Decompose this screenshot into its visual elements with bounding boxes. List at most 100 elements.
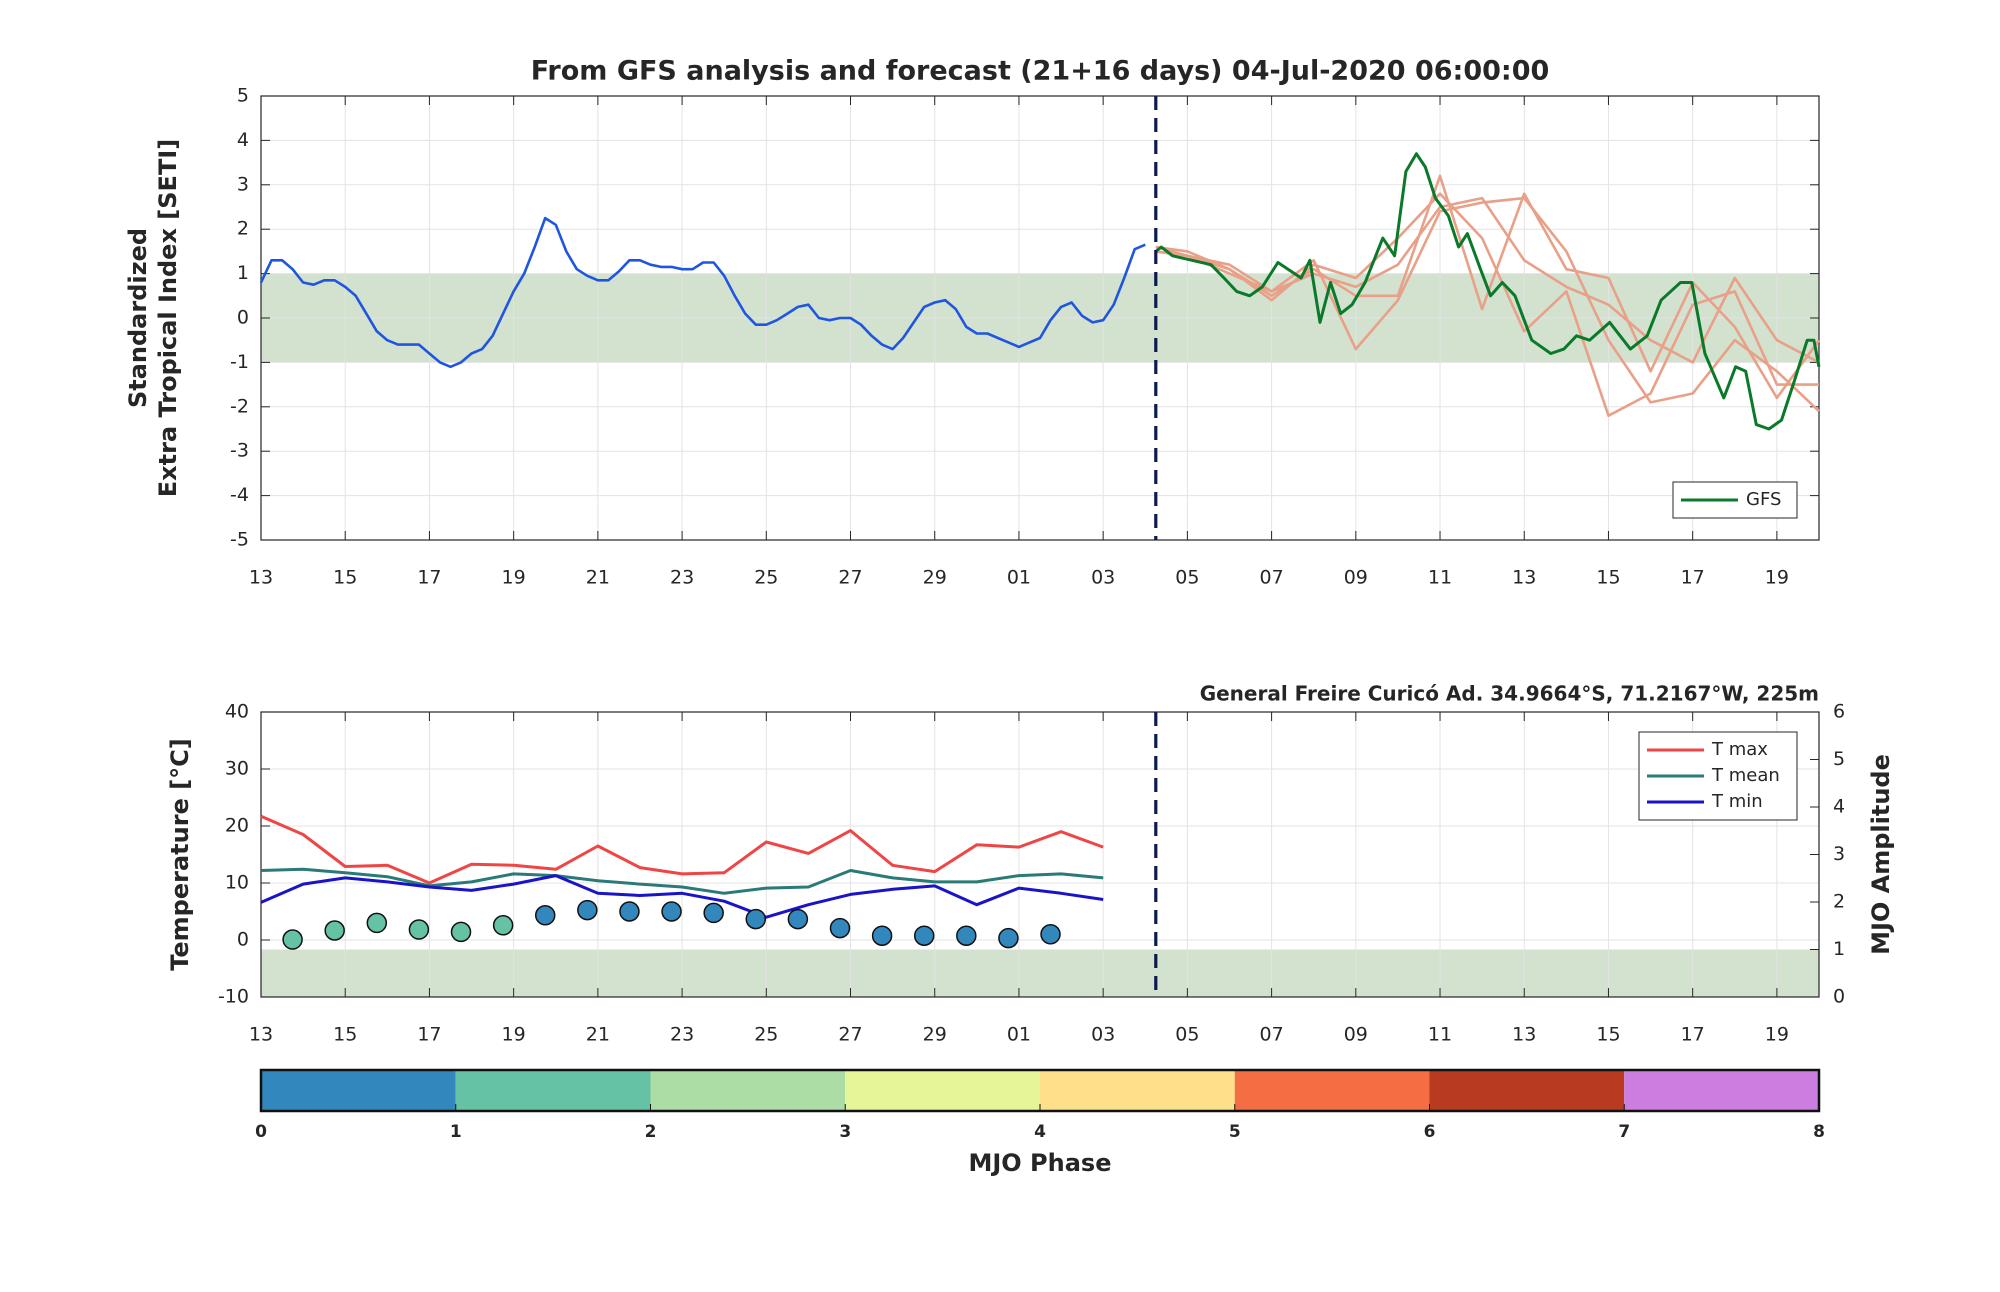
- x-tick-label: 11: [1428, 567, 1452, 589]
- colorbar-tick-label: 5: [1229, 1122, 1241, 1142]
- mjo-dot: [703, 902, 724, 924]
- x-tick-label: 09: [1344, 567, 1368, 589]
- mjo-dot: [366, 912, 388, 934]
- x-tick-label: 15: [333, 1024, 357, 1046]
- x-tick-label: 23: [670, 1024, 694, 1046]
- y-tick-label: -4: [230, 484, 249, 506]
- mjo-dot: [871, 925, 893, 946]
- y-tick-label: 0: [237, 929, 249, 951]
- series-line: [260, 874, 1104, 919]
- mjo-dot: [787, 908, 809, 930]
- y2-axis-label: MJO Amplitude: [1867, 754, 1895, 955]
- y-tick-label: 10: [225, 872, 249, 894]
- colorbar-segment: [1040, 1070, 1235, 1111]
- x-tick-label: 15: [333, 567, 357, 589]
- colorbar-segment: [1234, 1070, 1430, 1111]
- series-line: [1155, 196, 1820, 364]
- y-tick-label: -3: [230, 440, 249, 462]
- x-tick-label: 23: [670, 567, 694, 589]
- y-axis-label: Extra Tropical Index [SETI]: [154, 139, 182, 497]
- mjo-dot: [282, 929, 303, 950]
- x-tick-label: 05: [1175, 567, 1199, 589]
- mjo-dot: [998, 927, 1019, 949]
- y-tick-label: 20: [225, 815, 249, 837]
- mjo-dot: [829, 917, 851, 939]
- plot-frame: [260, 95, 1820, 541]
- mjo-dot: [534, 905, 556, 926]
- mjo-dot: [913, 925, 935, 946]
- legend-label: GFS: [1746, 489, 1781, 510]
- y2-tick-label: 4: [1833, 796, 1845, 818]
- x-tick-label: 01: [1007, 567, 1031, 589]
- x-tick-label: 21: [586, 1024, 610, 1046]
- colorbar-tick-label: 4: [1034, 1122, 1046, 1142]
- y-tick-label: 30: [225, 758, 249, 780]
- y-tick-label: 5: [237, 85, 249, 107]
- mjo-dot: [661, 901, 682, 922]
- band: [261, 949, 1819, 997]
- x-tick-label: 19: [1765, 1024, 1789, 1046]
- x-tick-label: 25: [754, 567, 778, 589]
- x-tick-label: 19: [1765, 567, 1789, 589]
- x-tick-label: 29: [923, 567, 947, 589]
- chart-title: From GFS analysis and forecast (21+16 da…: [531, 56, 1550, 87]
- x-tick-label: 21: [586, 567, 610, 589]
- colorbar-tick-label: 0: [255, 1122, 267, 1142]
- colorbar-segment: [455, 1070, 651, 1111]
- legend-label: T min: [1711, 791, 1763, 812]
- mjo-dot: [408, 919, 430, 940]
- colorbar-segment: [1429, 1070, 1625, 1111]
- y-tick-label: 1: [237, 262, 249, 284]
- x-tick-label: 17: [1681, 567, 1705, 589]
- y-tick-label: -2: [230, 395, 249, 417]
- y-axis-label: Standardized: [124, 228, 152, 408]
- y-tick-label: 4: [237, 129, 249, 151]
- x-tick-label: 19: [502, 1024, 526, 1046]
- series-line: [260, 867, 1104, 895]
- y-tick-label: -1: [230, 351, 249, 373]
- legend-label: T mean: [1711, 765, 1780, 786]
- x-tick-label: 13: [249, 567, 273, 589]
- colorbar-segment: [261, 1070, 456, 1111]
- y2-tick-label: 5: [1833, 748, 1845, 770]
- x-tick-label: 17: [417, 567, 441, 589]
- series-line: [260, 814, 1104, 885]
- colorbar-tick-label: 2: [645, 1122, 657, 1142]
- y2-tick-label: 0: [1833, 986, 1845, 1008]
- y-tick-label: 2: [237, 218, 249, 240]
- y-tick-label: -10: [218, 986, 249, 1008]
- mjo-dot: [619, 901, 640, 922]
- y2-tick-label: 2: [1833, 891, 1845, 913]
- mjo-dot: [1040, 924, 1061, 945]
- x-tick-label: 19: [502, 567, 526, 589]
- x-tick-label: 03: [1091, 1024, 1115, 1046]
- series-line: [1154, 152, 1821, 431]
- x-tick-label: 03: [1091, 567, 1115, 589]
- y-tick-label: 3: [237, 173, 249, 195]
- legend-label: T max: [1711, 739, 1768, 760]
- colorbar-tick-label: 6: [1424, 1122, 1436, 1142]
- colorbar-segment: [845, 1070, 1040, 1111]
- y2-tick-label: 1: [1833, 938, 1845, 960]
- x-tick-label: 27: [838, 567, 862, 589]
- x-tick-label: 27: [838, 1024, 862, 1046]
- plot-frame: [260, 711, 1820, 998]
- x-tick-label: 25: [754, 1024, 778, 1046]
- mjo-dot: [745, 908, 767, 930]
- x-tick-label: 07: [1260, 567, 1284, 589]
- colorbar-segment: [1624, 1070, 1819, 1111]
- mjo-dot: [577, 899, 598, 921]
- colorbar-label: MJO Phase: [968, 1149, 1111, 1177]
- x-tick-label: 17: [1681, 1024, 1705, 1046]
- x-tick-label: 15: [1596, 567, 1620, 589]
- mjo-dot: [956, 925, 977, 946]
- colorbar-segment: [650, 1070, 846, 1111]
- x-tick-label: 05: [1175, 1024, 1199, 1046]
- x-tick-label: 13: [1512, 1024, 1536, 1046]
- x-tick-label: 15: [1596, 1024, 1620, 1046]
- x-tick-label: 17: [417, 1024, 441, 1046]
- colorbar-tick-label: 3: [839, 1122, 851, 1142]
- y-axis-label: Temperature [°C]: [166, 738, 194, 971]
- series-line: [259, 216, 1146, 369]
